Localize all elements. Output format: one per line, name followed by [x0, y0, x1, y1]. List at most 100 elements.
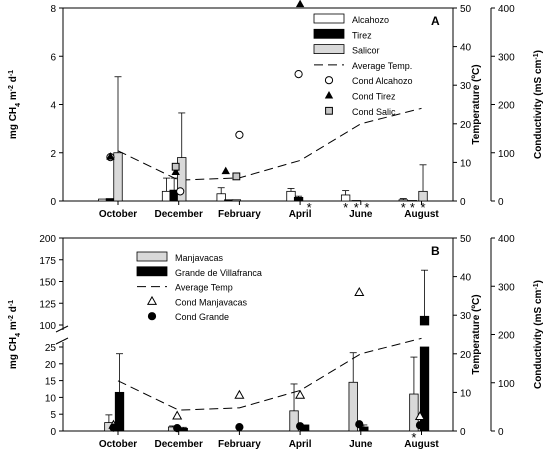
cond-marker [109, 423, 118, 432]
cond-marker [146, 295, 158, 305]
y-tick-label-left: 5 [50, 410, 56, 421]
y-tick-label-left: 2 [50, 149, 56, 160]
x-tick-label: August [404, 439, 439, 450]
y-tick-label-temp: 50 [460, 4, 472, 15]
legend-swatch [136, 266, 168, 277]
y-tick-label-cond: 400 [498, 4, 515, 15]
y-tick-label-left: 25 [45, 343, 57, 354]
panel-letter: A [431, 14, 440, 28]
bar [113, 152, 123, 202]
cond-marker [414, 411, 426, 421]
y-tick-label-cond: 200 [498, 101, 515, 112]
asterisk-mark: * [307, 200, 312, 215]
asterisk-mark: * [354, 200, 359, 215]
label-part: m [8, 91, 19, 103]
bar [351, 200, 361, 202]
legend-label: Alcahozo [352, 15, 389, 25]
legend-label: Salicor [352, 46, 380, 56]
x-tick-label: April [289, 209, 312, 220]
y-tick-label-left: 0 [50, 197, 56, 208]
cond-marker [325, 106, 333, 115]
y-tick-label-temp: 0 [460, 197, 466, 208]
label-part: mg CH [8, 107, 19, 139]
label-part: ) [533, 50, 544, 53]
bar [293, 196, 304, 202]
cond-marker [171, 167, 180, 176]
legend-label: Cond Manjavacas [175, 297, 248, 307]
cond-marker [296, 422, 305, 431]
asterisk-mark: * [343, 200, 348, 215]
y-tick-label-left: 15 [45, 377, 57, 388]
cond-marker [171, 162, 180, 171]
panel-B: B October December February April June August 0… [8, 234, 545, 450]
y-tick-label-temp: 30 [460, 81, 472, 92]
legend-label: Cond Grande [175, 312, 229, 322]
y-tick-label-temp: 20 [460, 120, 472, 131]
y-tick-label-temp: 10 [460, 388, 472, 399]
y-axis-label-left: mg CH4 m-2 d-1 [8, 70, 22, 139]
label-part: mg CH [8, 337, 19, 369]
axis-break-gap [57, 330, 67, 342]
y-tick-label-left: 150 [39, 278, 56, 289]
x-tick-label: February [218, 209, 261, 220]
avg-temp-line [117, 337, 422, 411]
label-part: -1 [533, 53, 540, 59]
legend-label: Grande de Villafranca [175, 268, 262, 278]
y-tick-label-left: 100 [39, 321, 56, 332]
legend-label: Cond Alcahozo [352, 76, 413, 86]
y-axis-label-temp: Temperature (ºC) [471, 64, 482, 144]
label-part: -1 [8, 70, 15, 76]
x-tick-label: June [349, 439, 373, 450]
cond-marker [173, 424, 182, 433]
y-tick-label-left: 6 [50, 52, 56, 63]
y-tick-label-cond: 300 [498, 52, 515, 63]
cond-marker [295, 389, 306, 399]
label-part: m [8, 321, 19, 333]
y-tick-label-temp: 30 [460, 311, 472, 322]
panel-A: A October December February April June August 0… [8, 0, 544, 220]
legend-swatch [313, 13, 345, 24]
bar [407, 200, 418, 202]
label-part: ) [533, 280, 544, 283]
label-part: Conductivity (mS cm [533, 289, 544, 389]
x-tick-label: February [218, 439, 261, 450]
cond-marker [324, 91, 334, 99]
legend-label: Cond Tirez [352, 92, 396, 102]
cond-marker [235, 423, 244, 432]
cond-marker [176, 187, 185, 196]
label-part: d [8, 76, 19, 85]
bar [419, 346, 430, 432]
cond-marker [232, 172, 241, 181]
y-tick-label-temp: 10 [460, 158, 472, 169]
label-part: Conductivity (mS cm [533, 59, 544, 159]
x-tick-label: October [99, 209, 137, 220]
label-part: -2 [8, 315, 15, 321]
y-tick-label-left: 8 [50, 4, 56, 15]
y-tick-label-left: 4 [50, 101, 56, 112]
y-tick-label-temp: 40 [460, 43, 472, 54]
y-tick-label-left: 10 [45, 393, 57, 404]
label-part: 4 [15, 333, 22, 337]
asterisk-mark: * [420, 200, 425, 215]
label-part: -1 [533, 283, 540, 289]
asterisk-mark: * [411, 430, 416, 445]
cond-marker [234, 389, 245, 399]
asterisk-mark: * [364, 200, 369, 215]
cond-marker [295, 0, 305, 8]
legend-swatch [313, 28, 345, 39]
bar [231, 199, 242, 202]
y-tick-label-temp: 40 [460, 273, 472, 284]
y-tick-label-left: 125 [39, 299, 56, 310]
x-tick-label: December [155, 209, 203, 220]
y-axis-label-cond: Conductivity (mS cm-1) [533, 280, 545, 389]
label-part: 4 [15, 103, 22, 107]
panel-letter: B [431, 244, 440, 258]
legend-label: Average Temp. [352, 61, 412, 71]
y-axis-label-temp: Temperature (ºC) [471, 294, 482, 374]
cond-marker [294, 70, 303, 79]
x-tick-label: June [349, 209, 373, 220]
cond-marker [324, 76, 334, 85]
cond-marker [355, 420, 364, 429]
cond-marker [106, 152, 115, 160]
